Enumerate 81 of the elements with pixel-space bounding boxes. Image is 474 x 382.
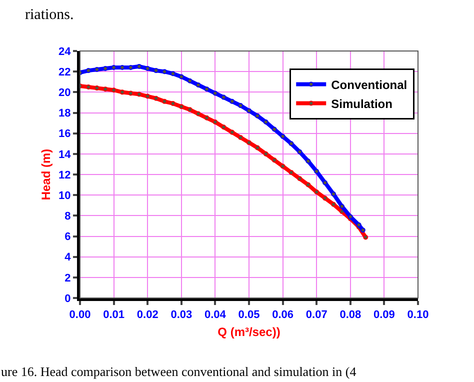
x-tick-label: 0.10 [407, 309, 429, 322]
point [212, 90, 218, 96]
y-tick-label: 18 [58, 108, 71, 120]
point [314, 168, 320, 174]
text: ure 16. Head comparison between conventional and simulation in (4 [1, 364, 357, 379]
y-tick-label: 20 [58, 87, 71, 100]
y-tick-label: 24 [58, 46, 72, 58]
point [339, 204, 344, 209]
point [162, 98, 167, 104]
x-tick-label: 0.09 [373, 309, 395, 322]
y-tick-label: 6 [64, 231, 71, 244]
point [322, 180, 328, 186]
point [230, 98, 235, 104]
point [230, 130, 235, 135]
x-tick-label: 0.05 [238, 309, 260, 322]
x-tick-label: 0.06 [272, 309, 294, 322]
point [187, 78, 192, 84]
point [212, 120, 218, 125]
point [288, 141, 294, 146]
point [306, 182, 311, 188]
point [246, 108, 252, 114]
point [263, 151, 268, 156]
y-tick-label: 2 [64, 272, 71, 284]
point [145, 94, 150, 99]
point [238, 134, 244, 140]
point [196, 82, 201, 88]
point [187, 107, 192, 112]
point [178, 74, 184, 80]
point [162, 69, 167, 74]
y-tick-label: 12 [58, 169, 71, 182]
point [136, 64, 142, 69]
point [196, 111, 201, 116]
point [254, 113, 260, 118]
point [314, 190, 320, 194]
x-tick-label: 0.04 [204, 309, 227, 322]
point [356, 222, 362, 228]
point [306, 158, 311, 164]
point [331, 192, 336, 197]
point [254, 145, 260, 150]
y-tick-label: 0 [64, 292, 71, 305]
point [360, 228, 366, 233]
x-tick-label: 0.07 [306, 309, 328, 322]
x-tick-label: 0.02 [136, 309, 158, 322]
x-tick-label: 0.01 [103, 309, 125, 322]
point [238, 103, 244, 108]
legend-label: Conventional [331, 78, 408, 92]
y-axis-title: Head (m) [38, 148, 53, 200]
y-tick-label: 8 [64, 210, 71, 223]
point [111, 88, 116, 93]
point [263, 120, 268, 125]
y-tick-label: 4 [64, 252, 72, 264]
point [204, 86, 210, 92]
legend-label: Simulation [331, 96, 392, 111]
point [204, 115, 210, 120]
point [363, 234, 368, 240]
x-axis-title: Q (m³/sec)) [218, 325, 280, 340]
point [120, 90, 125, 95]
point [246, 140, 252, 146]
point [297, 149, 302, 154]
point [272, 158, 277, 163]
x-tick-label: 0.08 [340, 309, 362, 322]
point [331, 202, 336, 207]
point [170, 100, 176, 106]
point [221, 124, 226, 130]
y-tick-label: 14 [58, 148, 72, 161]
y-tick-label: 10 [58, 190, 71, 202]
point [178, 104, 184, 110]
point [280, 164, 286, 169]
point [86, 68, 91, 74]
point [322, 196, 328, 201]
point [221, 94, 226, 100]
point [102, 86, 108, 92]
y-tick-label: 16 [58, 128, 71, 140]
point [272, 126, 277, 132]
text: riations. [25, 7, 74, 23]
x-tick-label: 0.00 [69, 309, 91, 322]
point [280, 134, 286, 139]
point [288, 170, 294, 175]
y-tick-label: 22 [58, 66, 71, 78]
x-tick-label: 0.03 [170, 309, 192, 322]
point [297, 176, 302, 182]
